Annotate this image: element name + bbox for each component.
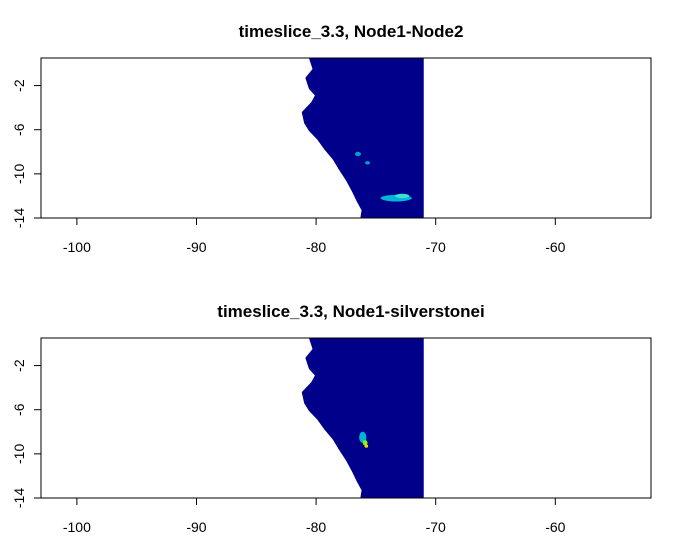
raster-highlight <box>359 431 367 443</box>
x-tick-label: -100 <box>63 519 91 535</box>
raster-highlight <box>395 193 410 199</box>
raster-land <box>301 338 424 498</box>
y-tick-label: -2 <box>11 359 27 372</box>
plot-area <box>301 58 424 218</box>
raster-highlight <box>354 151 361 157</box>
plot-frame <box>40 337 652 499</box>
y-tick-label: -6 <box>11 123 27 136</box>
x-tick-label: -70 <box>426 239 446 255</box>
raster-highlight <box>362 440 368 446</box>
chart-title: timeslice_3.3, Node1-silverstonei <box>217 302 484 321</box>
y-tick-label: -10 <box>11 444 27 464</box>
x-tick-label: -90 <box>186 519 206 535</box>
x-tick-label: -80 <box>306 239 326 255</box>
y-tick-label: -14 <box>11 488 27 508</box>
panel-node1-node2: timeslice_3.3, Node1-Node2 -100 -90 -80 -70… <box>11 22 652 255</box>
raster-highlight <box>365 161 370 165</box>
y-tick-label: -2 <box>11 79 27 92</box>
y-tick-label: -10 <box>11 164 27 184</box>
chart-title: timeslice_3.3, Node1-Node2 <box>239 22 464 41</box>
x-tick-label: -70 <box>426 519 446 535</box>
plot-frame <box>40 57 652 219</box>
raster-highlight <box>364 444 369 448</box>
x-tick-label: -100 <box>63 239 91 255</box>
x-tick-label: -60 <box>545 239 565 255</box>
panel-node1-silverstonei: timeslice_3.3, Node1-silverstonei -100 -9… <box>11 302 652 535</box>
y-tick-label: -14 <box>11 208 27 228</box>
x-tick-label: -90 <box>186 239 206 255</box>
raster-land <box>301 58 424 218</box>
x-tick-label: -60 <box>545 519 565 535</box>
x-tick-label: -80 <box>306 519 326 535</box>
y-tick-label: -6 <box>11 403 27 416</box>
plot-area <box>301 338 424 498</box>
